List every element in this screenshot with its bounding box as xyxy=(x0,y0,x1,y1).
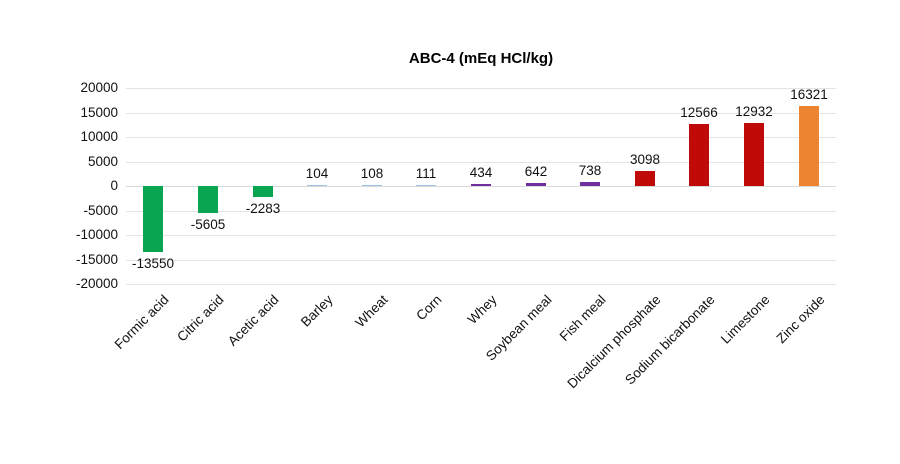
zero-axis-line xyxy=(126,186,836,187)
gridline xyxy=(126,260,836,261)
y-axis-tick-label: 5000 xyxy=(87,154,118,169)
bar xyxy=(471,183,491,186)
y-axis-tick-label: 0 xyxy=(110,178,118,193)
gridline xyxy=(126,284,836,285)
gridline xyxy=(126,211,836,212)
bar xyxy=(526,182,546,186)
bar xyxy=(689,124,709,186)
bar xyxy=(307,185,327,186)
y-axis-tick-label: -20000 xyxy=(75,276,118,291)
bar xyxy=(580,182,600,186)
data-label: 111 xyxy=(415,166,437,181)
gridline xyxy=(126,162,836,163)
x-axis-category-label: Zinc oxide xyxy=(773,292,828,347)
y-axis-tick-label: -10000 xyxy=(75,227,118,242)
bar xyxy=(635,170,655,186)
bar xyxy=(143,186,163,253)
chart-title: ABC-4 (mEq HCl/kg) xyxy=(408,50,554,67)
gridline xyxy=(126,88,836,89)
y-axis-tick-label: 15000 xyxy=(80,105,118,120)
y-axis-tick-label: -5000 xyxy=(83,203,118,218)
data-label: 12566 xyxy=(680,105,718,120)
data-label: -2283 xyxy=(245,201,281,216)
data-label: -5605 xyxy=(190,217,226,232)
data-label: 12932 xyxy=(735,104,773,119)
gridline xyxy=(126,235,836,236)
bar xyxy=(799,106,819,186)
gridline xyxy=(126,137,836,138)
data-label: 642 xyxy=(524,164,548,179)
y-axis-tick-label: 10000 xyxy=(80,129,118,144)
bar xyxy=(416,185,436,186)
data-label: 3098 xyxy=(629,152,661,167)
bar xyxy=(362,185,382,186)
data-label: -13550 xyxy=(131,256,175,271)
y-axis-tick-label: -15000 xyxy=(75,252,118,267)
bar xyxy=(198,186,218,214)
bar xyxy=(744,122,764,186)
data-label: 108 xyxy=(360,166,384,181)
data-label: 738 xyxy=(578,163,602,178)
gridline xyxy=(126,113,836,114)
data-label: 104 xyxy=(305,166,329,181)
data-label: 434 xyxy=(469,165,493,180)
data-label: 16321 xyxy=(790,87,828,102)
y-axis-tick-label: 20000 xyxy=(80,80,118,95)
bar xyxy=(253,186,273,198)
